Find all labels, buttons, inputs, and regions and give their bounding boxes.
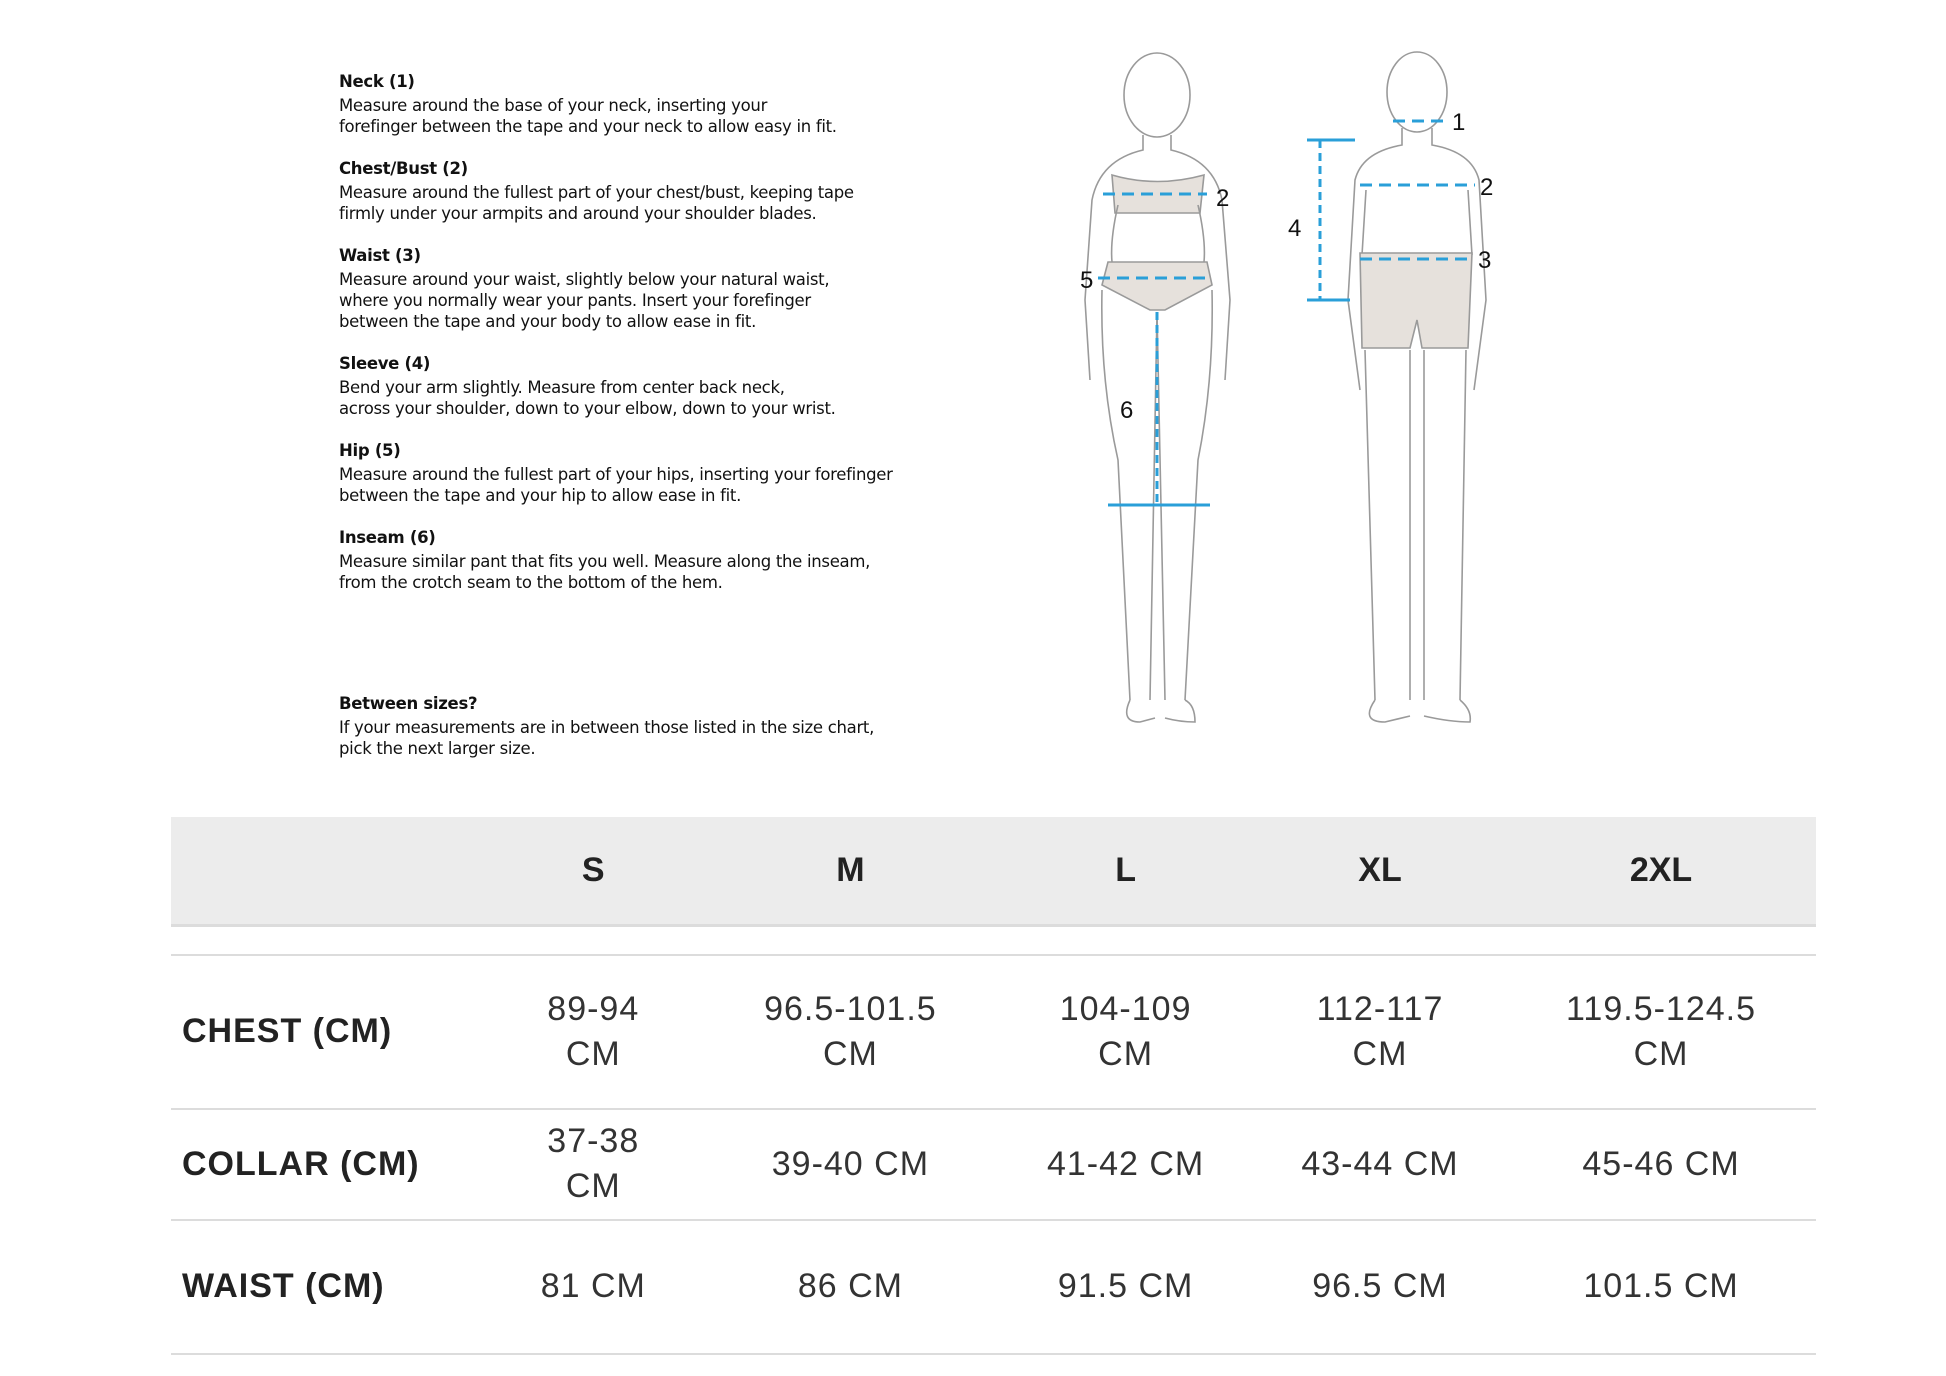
guide-title: Inseam (6) [339, 528, 436, 547]
between-sizes-note: Between sizes? If your measurements are … [339, 694, 939, 759]
header-2xl: 2XL [1629, 850, 1693, 889]
between-text: If your measurements are in between thos… [339, 718, 875, 758]
body-measurement-figures: 2 5 6 1 2 3 4 [1080, 51, 1493, 723]
figure-number-labels: 2 5 6 1 2 3 4 [1080, 109, 1493, 424]
guide-text: Measure around the fullest part of your … [339, 465, 893, 505]
label-1: 1 [1452, 109, 1465, 136]
guide-text: Measure around the base of your neck, in… [339, 96, 837, 136]
row-label: WAIST (CM) [182, 1267, 385, 1305]
label-2: 2 [1480, 174, 1493, 201]
row-label: COLLAR (CM) [182, 1144, 420, 1183]
guide-waist: Waist (3) Measure around your waist, slig… [339, 246, 939, 332]
cell: 101.5 CM [1583, 1267, 1739, 1305]
guide-title: Neck (1) [339, 72, 415, 91]
guide-hip: Hip (5) Measure around the fullest part o… [339, 441, 939, 506]
man-figure [1347, 51, 1487, 723]
guide-title: Hip (5) [339, 441, 401, 460]
label-6: 6 [1120, 397, 1133, 424]
cell: 41-42 CM [1046, 1144, 1205, 1183]
guide-title: Waist (3) [339, 246, 421, 265]
row-label: CHEST (CM) [182, 1012, 393, 1050]
guide-text: Measure around your waist, slightly belo… [339, 270, 830, 331]
header-s: S [581, 850, 605, 889]
label-2: 2 [1216, 185, 1229, 212]
table-header-row: S M L XL 2XL [171, 817, 1816, 925]
cell: 96.5-101.5 CM [764, 989, 937, 1073]
guide-inseam: Inseam (6) Measure similar pant that fits… [339, 528, 939, 593]
between-title: Between sizes? [339, 694, 478, 713]
guide-text: Measure around the fullest part of your … [339, 183, 854, 223]
cell: 39-40 CM [771, 1144, 930, 1183]
label-5: 5 [1080, 267, 1093, 294]
size-chart-table: S M L XL 2XL CHEST (CM) 89-94 CM 96.5-10… [171, 817, 1816, 1355]
cell: 91.5 CM [1057, 1267, 1194, 1305]
guide-chest: Chest/Bust (2) Measure around the fullest… [339, 159, 939, 224]
guide-text: Bend your arm slightly. Measure from cen… [339, 378, 836, 418]
label-4: 4 [1288, 215, 1301, 242]
guide-sleeve: Sleeve (4) Bend your arm slightly. Measur… [339, 354, 939, 419]
cell: 104-109 CM [1059, 989, 1192, 1073]
cell: 119.5-124.5 CM [1566, 989, 1757, 1073]
header-m: M [836, 850, 865, 889]
table-row-collar: COLLAR (CM) 37-38 CM 39-40 CM 41-42 CM 4… [171, 1109, 1816, 1220]
table-row-waist: WAIST (CM) 81 CM 86 CM 91.5 CM 96.5 CM 1… [171, 1220, 1816, 1354]
header-empty [171, 817, 483, 925]
cell: 89-94 CM [547, 989, 640, 1073]
spacer-row [171, 925, 1816, 956]
guide-title: Sleeve (4) [339, 354, 431, 373]
guide-title: Chest/Bust (2) [339, 159, 468, 178]
measurement-guide: Neck (1) Measure around the base of your … [339, 72, 939, 615]
cell: 37-38 CM [547, 1122, 640, 1205]
cell: 81 CM [540, 1267, 646, 1305]
header-l: L [1115, 850, 1136, 889]
label-3: 3 [1478, 247, 1491, 274]
measure-lines [1098, 119, 1475, 507]
cell: 96.5 CM [1312, 1267, 1448, 1305]
cell: 45-46 CM [1582, 1144, 1740, 1183]
table-row-chest: CHEST (CM) 89-94 CM 96.5-101.5 CM 104-10… [171, 955, 1816, 1109]
guide-neck: Neck (1) Measure around the base of your … [339, 72, 939, 137]
woman-figure [1084, 52, 1231, 723]
header-xl: XL [1358, 850, 1402, 889]
cell: 112-117 CM [1316, 989, 1444, 1073]
cell: 43-44 CM [1301, 1144, 1459, 1183]
cell: 86 CM [797, 1267, 903, 1305]
guide-text: Measure similar pant that fits you well.… [339, 552, 871, 592]
